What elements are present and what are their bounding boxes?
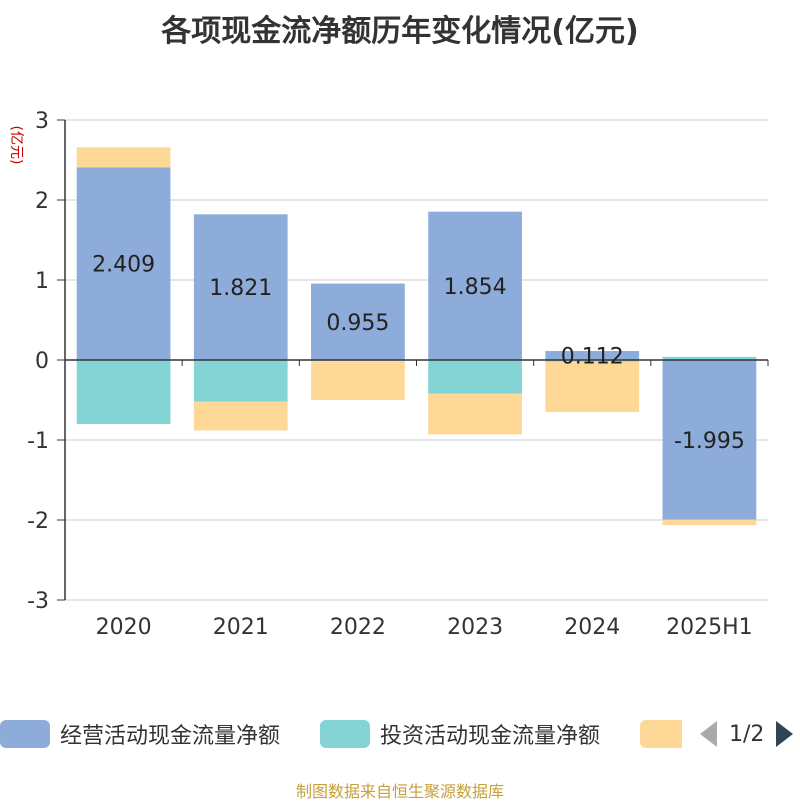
bar-series0-2021: [193, 214, 288, 360]
legend-label-operating: 经营活动现金流量净额: [60, 724, 281, 749]
data-label: 2.409: [92, 253, 155, 278]
legend-pager: 1/2: [700, 716, 794, 752]
data-label: 0.955: [326, 311, 389, 336]
legend-next-arrow-icon[interactable]: [776, 721, 794, 747]
legend: 经营活动现金流量净额 投资活动现金流量净额 1/2: [0, 716, 800, 752]
data-label: -1.995: [674, 429, 745, 454]
x-tick-label: 2021: [213, 615, 269, 640]
bar-series1-2025H1: [662, 356, 757, 360]
bar-series2-2020: [76, 147, 171, 168]
chart-canvas: -3 -2 -1 0 1 2 3 (亿元) 2.409 1.821 0.955 1.854 0.112 -…: [8, 109, 769, 640]
data-source-note: 制图数据来自恒生聚源数据库: [295, 782, 504, 801]
y-tick-label: 2: [35, 189, 49, 214]
legend-item-investing[interactable]: 投资活动现金流量净额: [320, 716, 600, 752]
bar-series2-2022: [311, 360, 405, 400]
bar-series1-2021: [193, 360, 288, 402]
legend-prev-arrow-icon[interactable]: [700, 721, 717, 747]
bar-series2-2025H1: [662, 519, 757, 526]
legend-swatch-operating: [0, 720, 50, 748]
y-tick-label: -1: [27, 429, 49, 454]
bar-series2-2023: [428, 393, 522, 435]
bar-series0-2025H1: [662, 360, 757, 520]
chart-title: 各项现金流净额历年变化情况(亿元): [161, 14, 639, 49]
legend-page-indicator: 1/2: [729, 721, 765, 747]
legend-swatch-investing: [320, 720, 370, 748]
bar-series0-2020: [76, 167, 171, 360]
data-label: 1.854: [444, 275, 507, 300]
y-tick-label: -2: [27, 509, 49, 534]
bar-series2-2021: [193, 401, 288, 431]
bar-series0-2023: [428, 211, 522, 360]
x-tick-label: 2025H1: [666, 615, 753, 640]
x-tick-label: 2022: [330, 615, 386, 640]
legend-swatch-third: [640, 720, 682, 748]
data-label: 1.821: [209, 276, 272, 301]
bar-series1-2023: [428, 360, 522, 394]
y-tick-label: 3: [35, 109, 49, 134]
data-label: 0.112: [561, 345, 624, 370]
y-axis-label: (亿元): [8, 126, 24, 165]
legend-item-operating[interactable]: 经营活动现金流量净额: [0, 716, 280, 752]
y-tick-label: -3: [27, 589, 49, 614]
y-tick-label: 1: [35, 269, 49, 294]
x-tick-label: 2023: [447, 615, 503, 640]
bar-series1-2020: [76, 360, 171, 424]
bar-series0-2022: [311, 283, 405, 360]
bar-series1-2024: [545, 360, 640, 362]
bar-series0-2024: [545, 351, 640, 360]
legend-item-third[interactable]: [640, 716, 682, 752]
y-tick-label: 0: [35, 349, 49, 374]
x-tick-label: 2024: [564, 615, 620, 640]
x-tick-label: 2020: [96, 615, 152, 640]
legend-label-investing: 投资活动现金流量净额: [380, 724, 601, 749]
bar-series2-2024: [545, 361, 640, 412]
